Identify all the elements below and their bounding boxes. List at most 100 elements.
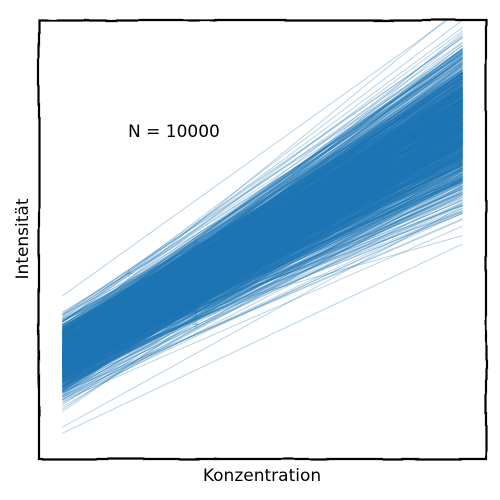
fit-line [62,201,463,377]
fit-line [62,99,463,355]
fit-line [62,122,463,331]
fit-line [62,123,463,338]
fit-line [62,20,463,323]
fit-line [62,128,463,358]
fit-line [62,107,463,380]
fit-line [62,112,463,368]
fit-line [62,82,463,335]
fit-line [62,54,463,338]
fit-line [62,123,463,365]
fit-line [62,128,463,356]
fit-line [62,122,463,353]
fit-line [62,187,463,373]
fit-line [62,98,463,336]
fit-line [62,99,463,363]
fit-line [62,89,463,347]
fit-line [62,99,463,351]
fit-line [62,173,463,338]
fit-line [62,102,463,356]
fit-line [62,117,463,342]
fit-line [62,116,463,371]
fit-line [62,126,463,358]
fit-line [62,116,463,371]
fit-line [62,61,463,343]
fit-line [62,77,463,334]
fit-line [62,96,463,369]
fit-line [62,129,463,333]
fit-line [62,173,463,358]
fit-line [62,88,463,332]
fit-line [62,179,463,375]
fit-line [62,119,463,343]
fit-line [62,121,463,385]
data-point [192,291,200,299]
fit-line [62,130,463,363]
data-point [192,261,200,269]
fit-line [62,180,463,374]
fit-line [62,124,463,355]
fit-line [62,110,463,373]
fit-line [62,133,463,413]
fit-line [62,117,463,349]
fit-line [62,131,463,356]
fit-line [62,107,463,351]
fit-line [62,145,463,376]
fit-line [62,129,463,352]
fit-line [62,149,463,380]
fit-line [62,62,463,355]
fit-line [62,108,463,355]
data-point [192,260,200,268]
fit-line [62,136,463,361]
fit-line [62,144,463,361]
data-point [192,275,200,283]
fit-line [62,99,463,357]
fit-line [62,113,463,358]
fit-line [62,174,463,371]
data-point [125,315,133,323]
fit-line [62,109,463,334]
fit-line [62,140,463,366]
fit-line [62,120,463,368]
fit-line [62,117,463,352]
fit-line [62,154,463,350]
fit-line [62,175,463,367]
data-point [259,214,266,222]
fit-line [62,181,463,365]
fit-line [62,121,463,365]
fit-line [62,71,463,361]
fit-line [62,186,463,384]
fit-line [62,90,463,342]
fit-line [62,83,463,331]
fit-line [62,122,463,362]
fit-line [62,139,463,361]
data-point [259,237,266,245]
fit-line [62,165,463,373]
fit-line [62,64,463,370]
fit-line [62,56,463,349]
fit-line [62,97,463,382]
fit-line [62,107,463,349]
fit-line [62,98,463,321]
fit-line [62,86,463,330]
fit-line [62,108,463,366]
data-point [125,307,133,315]
fit-line [62,147,463,354]
fit-line [62,137,463,366]
fit-line [62,166,463,357]
fit-line [62,120,463,337]
data-point [192,272,200,280]
fit-line [62,126,463,370]
fit-line [62,115,463,360]
fit-line [62,184,463,360]
fit-line [62,100,463,340]
fit-line [62,99,463,362]
fit-line [62,49,463,372]
fit-line [62,126,463,373]
data-point [192,297,200,305]
fit-line [62,153,463,375]
data-point [125,319,133,327]
fit-line [62,168,463,387]
fit-line [62,116,463,373]
data-point [259,223,266,231]
fit-line [62,103,463,357]
